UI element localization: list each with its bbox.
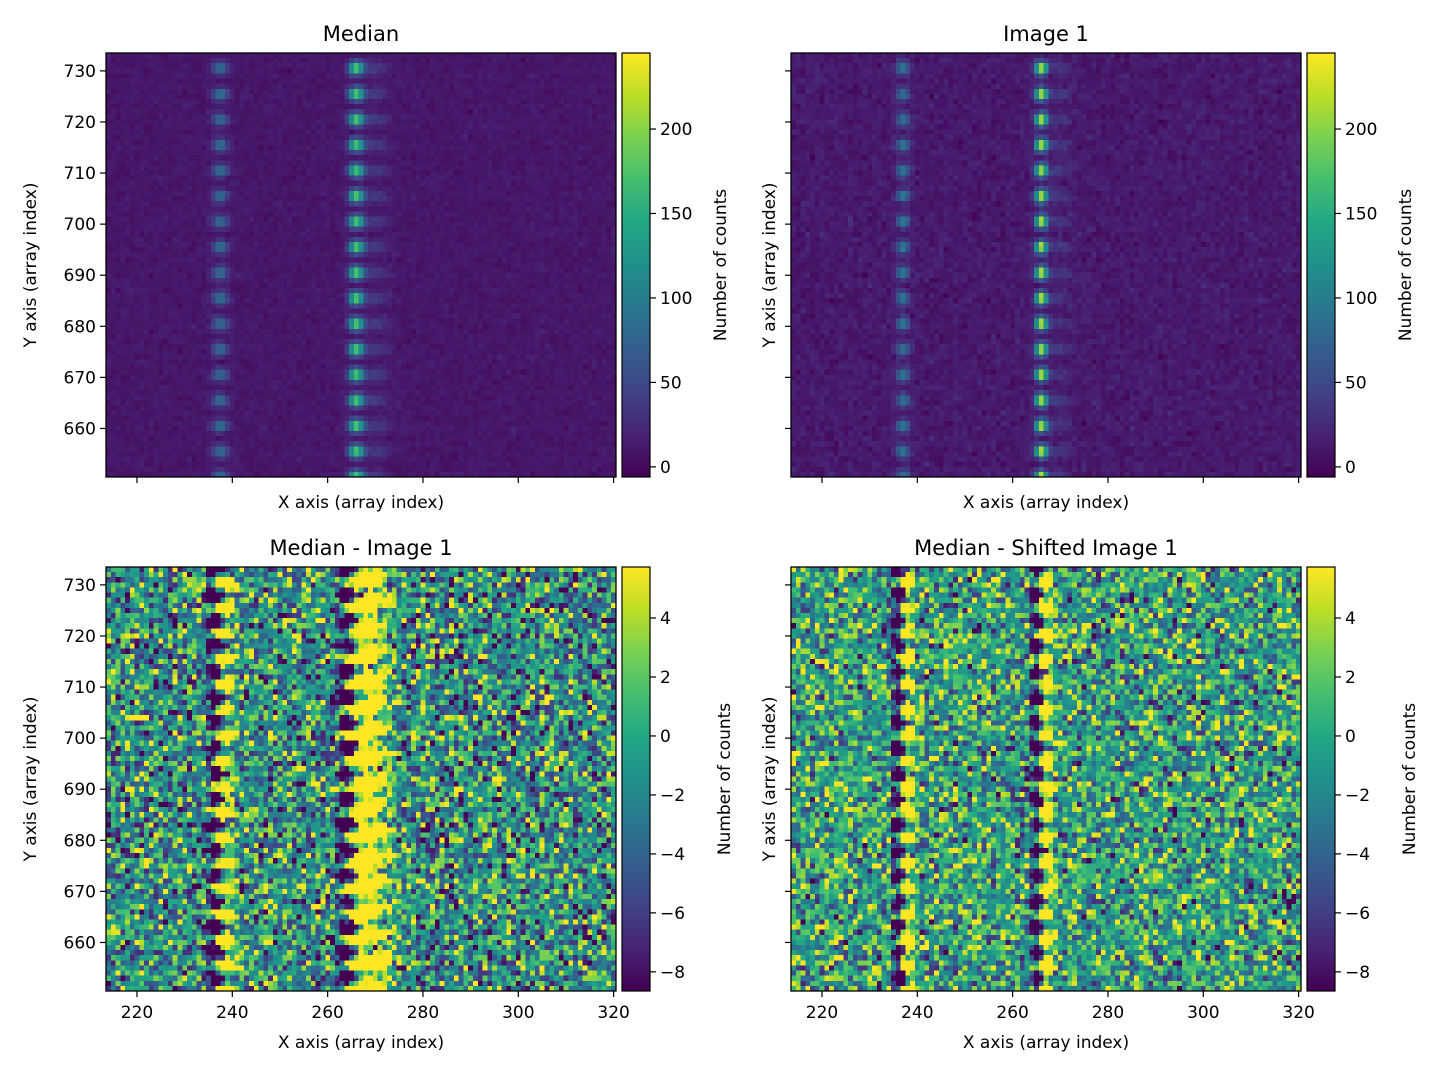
colorbar-tick-label: 0 [660, 727, 671, 747]
subplot-3: 220 240 260 280 300 3206606706806907007107207… [21, 536, 735, 1053]
colorbar-tick-label: 4 [660, 609, 671, 629]
x-tick-label: 300 [1187, 1003, 1219, 1023]
colorbar-label: Number of counts [715, 703, 735, 855]
x-tick-label: 280 [407, 1003, 439, 1023]
colorbar-tick-label: 2 [1345, 668, 1356, 688]
y-tick-label: 700 [64, 215, 96, 235]
colorbar-tick-label: 2 [660, 668, 671, 688]
y-tick-label: 720 [64, 627, 96, 647]
colorbar-tick-label: 200 [660, 120, 692, 140]
subplot-1: 660 670 680 690 700 710 720 730 Median X axis (ar… [21, 22, 731, 513]
colorbar-gradient [621, 52, 651, 478]
y-axis-label: Y axis (array index) [760, 696, 780, 862]
colorbar: −8 −6 −4 −2 0 2 4 Number of counts [621, 566, 735, 992]
x-tick-label: 240 [216, 1003, 248, 1023]
colorbar: 0 50 100 150 200 Number of counts [1306, 52, 1416, 478]
subplot-2: Image 1 X axis (array index) Y axis (array… [760, 22, 1416, 513]
heatmap-image [791, 567, 1301, 991]
colorbar-tick-label: −8 [1345, 963, 1370, 983]
colorbar-tick-label: 150 [660, 204, 692, 224]
x-tick-label: 280 [1092, 1003, 1124, 1023]
x-axis-label: X axis (array index) [278, 1033, 444, 1053]
colorbar-tick-label: 100 [660, 289, 692, 309]
x-axis-label: X axis (array index) [963, 1033, 1129, 1053]
subplot-title: Image 1 [1003, 22, 1089, 46]
x-tick-label: 260 [996, 1003, 1028, 1023]
y-tick-label: 680 [64, 831, 96, 851]
colorbar-tick-label: 0 [1345, 458, 1356, 478]
x-tick-label: 300 [502, 1003, 534, 1023]
y-tick-label: 730 [64, 62, 96, 82]
colorbar-tick-label: −8 [660, 963, 685, 983]
y-tick-label: 660 [64, 419, 96, 439]
colorbar-gradient [1306, 52, 1336, 478]
plot-frame [105, 52, 617, 478]
plot-frame [105, 566, 617, 992]
x-tick-label: 240 [901, 1003, 933, 1023]
colorbar-tick-label: −2 [1345, 786, 1370, 806]
heatmap-image [106, 53, 616, 477]
colorbar-tick-label: 0 [660, 458, 671, 478]
y-tick-label: 690 [64, 780, 96, 800]
colorbar-tick-label: −4 [660, 845, 685, 865]
colorbar-tick-label: −4 [1345, 845, 1370, 865]
subplot-title: Median - Shifted Image 1 [914, 536, 1178, 560]
colorbar-tick-label: 100 [1345, 289, 1377, 309]
y-tick-label: 710 [64, 164, 96, 184]
colorbar-label: Number of counts [1400, 703, 1420, 855]
plot-frame [790, 52, 1302, 478]
x-axis-label: X axis (array index) [278, 493, 444, 513]
colorbar-tick-label: 4 [1345, 609, 1356, 629]
colorbar-tick-label: 200 [1345, 120, 1377, 140]
y-tick-label: 660 [64, 933, 96, 953]
x-tick-label: 320 [1282, 1003, 1314, 1023]
colorbar-tick-label: 50 [660, 373, 682, 393]
heatmap-image [791, 53, 1301, 477]
colorbar-tick-label: −6 [660, 904, 685, 924]
subplot-title: Median [323, 22, 399, 46]
x-tick-label: 220 [121, 1003, 153, 1023]
y-tick-label: 670 [64, 368, 96, 388]
x-tick-label: 320 [597, 1003, 629, 1023]
y-tick-label: 700 [64, 729, 96, 749]
colorbar-tick-label: −6 [1345, 904, 1370, 924]
colorbar-tick-label: 50 [1345, 373, 1367, 393]
y-tick-label: 670 [64, 882, 96, 902]
colorbar-gradient [1306, 566, 1336, 992]
y-tick-label: 710 [64, 678, 96, 698]
x-tick-label: 260 [311, 1003, 343, 1023]
y-axis-label: Y axis (array index) [21, 696, 41, 862]
x-tick-label: 220 [806, 1003, 838, 1023]
colorbar: 0 50 100 150 200 Number of counts [621, 52, 731, 478]
colorbar-tick-label: −2 [660, 786, 685, 806]
colorbar-label: Number of counts [711, 189, 731, 341]
y-tick-label: 720 [64, 113, 96, 133]
subplot-title: Median - Image 1 [269, 536, 452, 560]
colorbar-label: Number of counts [1396, 189, 1416, 341]
colorbar: −8 −6 −4 −2 0 2 4 Number of counts [1306, 566, 1420, 992]
plot-frame [790, 566, 1302, 992]
colorbar-tick-label: 150 [1345, 204, 1377, 224]
x-axis-label: X axis (array index) [963, 493, 1129, 513]
y-tick-label: 690 [64, 266, 96, 286]
colorbar-tick-label: 0 [1345, 727, 1356, 747]
y-tick-label: 680 [64, 317, 96, 337]
y-axis-label: Y axis (array index) [21, 182, 41, 348]
colorbar-gradient [621, 566, 651, 992]
y-axis-label: Y axis (array index) [760, 182, 780, 348]
heatmap-image [106, 567, 616, 991]
y-tick-label: 730 [64, 576, 96, 596]
